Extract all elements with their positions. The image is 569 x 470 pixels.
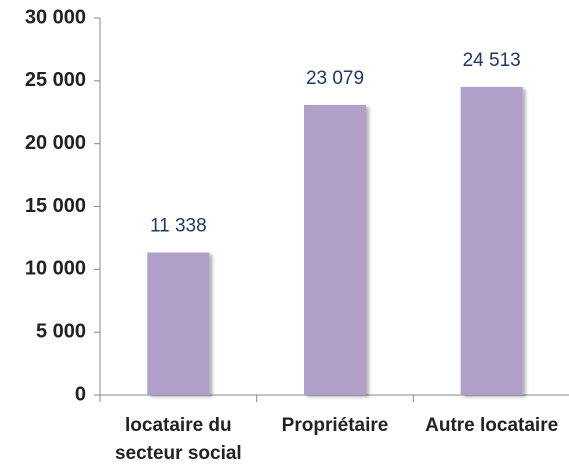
y-tick-label: 5 000 — [36, 320, 86, 342]
x-tick-label: Propriétaire — [281, 415, 389, 436]
bar — [460, 86, 523, 395]
y-tick-label: 15 000 — [25, 195, 86, 217]
x-tick-label: Autre locataire — [425, 415, 559, 436]
value-label: 11 338 — [150, 216, 207, 237]
y-tick-label: 10 000 — [25, 258, 86, 280]
y-tick-label: 30 000 — [25, 6, 86, 28]
bar — [147, 252, 210, 395]
value-label: 24 513 — [463, 50, 521, 71]
y-tick-label: 25 000 — [25, 69, 86, 91]
x-tick-label: locataire du secteur social — [114, 415, 242, 464]
y-tick-label: 20 000 — [25, 132, 86, 154]
y-tick-label: 0 — [75, 383, 86, 405]
value-label: 23 079 — [306, 68, 364, 89]
bar — [304, 104, 366, 395]
